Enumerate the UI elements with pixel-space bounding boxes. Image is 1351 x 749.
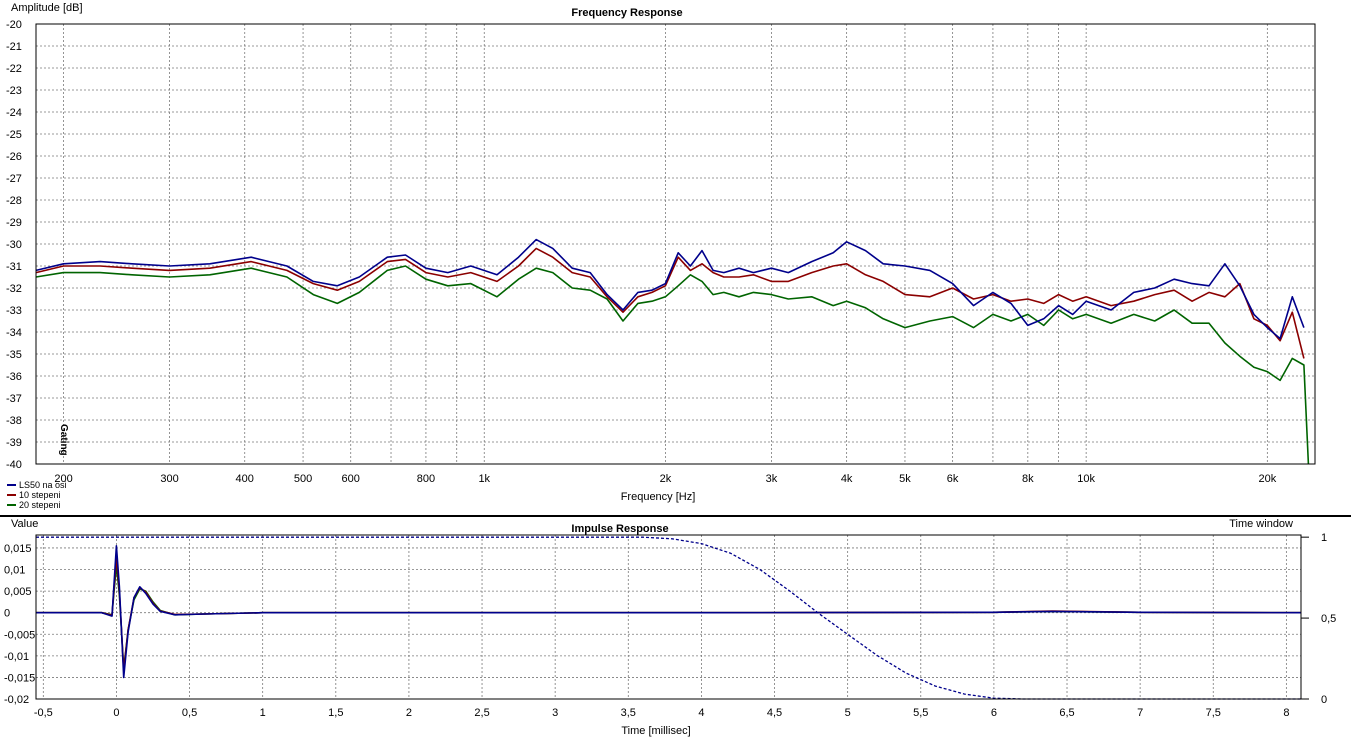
ir-x-ticks: -0,5 0 0,5 1 1,5 2 2,5 3 3,5 4 4,5 5 5,5 6 6,5 7 7,5 8 xyxy=(34,707,1290,719)
fr-y-tick-label: -39 xyxy=(6,437,22,449)
fr-y-tick-label: -26 xyxy=(6,151,22,163)
ir-x-tick-label: 7,5 xyxy=(1206,707,1221,719)
ir-series-time-window xyxy=(36,536,1301,700)
fr-y-ticks: -20 -21 -22 -23 -24 -25 -26 -27 -28 -29 -30 -31 -32 -… xyxy=(6,19,22,471)
fr-x-tick-label: 6k xyxy=(947,473,959,485)
ir-y-ticks: 0,015 0,01 0,005 0 -0,005 -0,01 -0,015 -0,02 xyxy=(4,543,35,706)
fr-y-tick-label: -24 xyxy=(6,107,22,119)
fr-y-tick-label: -25 xyxy=(6,129,22,141)
fr-x-axis-label: Frequency [Hz] xyxy=(621,491,696,503)
fr-y-tick-label: -30 xyxy=(6,239,22,251)
fr-plot-frame xyxy=(35,23,1316,465)
frequency-response-chart: Frequency Response Amplitude [dB] Freque… xyxy=(6,2,1316,510)
impulse-response-chart: Impulse Response Value Time window Time … xyxy=(4,518,1336,737)
legend-label-10-stepeni: 10 stepeni xyxy=(19,490,61,500)
fr-y-tick-label: -29 xyxy=(6,217,22,229)
ir-x-tick-label: 5,5 xyxy=(913,707,928,719)
fr-series-group xyxy=(35,238,1310,465)
ir-x-tick-label: 6,5 xyxy=(1059,707,1074,719)
ir-grid xyxy=(36,535,1301,699)
ir-y2-axis-label: Time window xyxy=(1229,518,1293,530)
ir-y2-tick-label: 0 xyxy=(1321,694,1327,706)
fr-x-tick-label: 5k xyxy=(899,473,911,485)
gating-marker-label: Gating xyxy=(58,424,69,456)
fr-x-tick-label: 800 xyxy=(417,473,435,485)
fr-x-ticks: 200 300 400 500 600 800 1k 2k 3k 4k 5k 6k 8k 10k 20k xyxy=(54,473,1276,485)
fr-x-tick-label: 10k xyxy=(1077,473,1095,485)
ir-y-axis-label: Value xyxy=(11,518,38,530)
ir-x-tick-label: 2,5 xyxy=(474,707,489,719)
fr-y-tick-label: -23 xyxy=(6,85,22,97)
ir-title: Impulse Response xyxy=(571,523,668,535)
ir-x-tick-label: -0,5 xyxy=(34,707,53,719)
fr-x-tick-label: 4k xyxy=(841,473,853,485)
legend-label-20-stepeni: 20 stepeni xyxy=(19,500,61,510)
fr-series-20-stepeni xyxy=(35,265,1310,465)
fr-y-tick-label: -22 xyxy=(6,63,22,75)
ir-y-tick-label: 0 xyxy=(4,608,10,620)
ir-x-tick-label: 0,5 xyxy=(182,707,197,719)
ir-y-tick-label: -0,015 xyxy=(4,672,35,684)
ir-y-tick-label: -0,01 xyxy=(4,651,29,663)
fr-y-tick-label: -32 xyxy=(6,283,22,295)
ir-x-tick-label: 7 xyxy=(1137,707,1143,719)
fr-y-tick-label: -36 xyxy=(6,371,22,383)
ir-y-tick-label: 0,005 xyxy=(4,586,32,598)
fr-x-tick-label: 400 xyxy=(236,473,254,485)
fr-y-tick-label: -20 xyxy=(6,19,22,31)
fr-y-tick-label: -31 xyxy=(6,261,22,273)
fr-x-tick-label: 3k xyxy=(766,473,778,485)
fr-y-tick-label: -38 xyxy=(6,415,22,427)
fr-y-tick-label: -27 xyxy=(6,173,22,185)
ir-y-tick-label: 0,01 xyxy=(4,565,25,577)
ir-y-tick-label: 0,015 xyxy=(4,543,32,555)
ir-series-group xyxy=(36,536,1302,700)
fr-x-tick-label: 2k xyxy=(660,473,672,485)
fr-y-tick-label: -33 xyxy=(6,305,22,317)
fr-y-axis-label: Amplitude [dB] xyxy=(11,2,83,14)
ir-x-axis-label: Time [millisec] xyxy=(621,725,690,737)
ir-y-tick-label: -0,02 xyxy=(4,694,29,706)
fr-x-tick-label: 300 xyxy=(160,473,178,485)
fr-x-tick-label: 1k xyxy=(478,473,490,485)
ir-y2-tick-label: 0,5 xyxy=(1321,613,1336,625)
ir-x-tick-label: 4 xyxy=(698,707,704,719)
ir-x-tick-label: 3,5 xyxy=(621,707,636,719)
ir-x-tick-label: 6 xyxy=(991,707,997,719)
fr-x-tick-label: 200 xyxy=(54,473,72,485)
fr-y-tick-label: -37 xyxy=(6,393,22,405)
ir-y2-tick-label: 1 xyxy=(1321,532,1327,544)
ir-y-tick-label: -0,005 xyxy=(4,629,35,641)
fr-y-tick-label: -35 xyxy=(6,349,22,361)
fr-x-tick-label: 8k xyxy=(1022,473,1034,485)
fr-x-tick-label: 20k xyxy=(1258,473,1276,485)
ir-x-tick-label: 1,5 xyxy=(328,707,343,719)
fr-y-tick-label: -40 xyxy=(6,459,22,471)
ir-series-ls50-na-osi xyxy=(36,544,1302,679)
ir-x-tick-label: 8 xyxy=(1283,707,1289,719)
ir-x-tick-label: 4,5 xyxy=(767,707,782,719)
ir-y2-ticks: 10,50 xyxy=(1301,532,1336,706)
fr-y-tick-label: -28 xyxy=(6,195,22,207)
ir-plot-frame xyxy=(35,534,1302,700)
fr-grid xyxy=(36,24,1315,464)
fr-y-tick-label: -34 xyxy=(6,327,22,339)
fr-x-tick-label: 600 xyxy=(342,473,360,485)
fr-title: Frequency Response xyxy=(571,7,682,19)
ir-x-tick-label: 2 xyxy=(406,707,412,719)
fr-series-10-stepeni xyxy=(35,247,1305,359)
ir-x-tick-label: 5 xyxy=(845,707,851,719)
fr-series-ls50-na-osi xyxy=(35,238,1305,340)
ir-x-tick-label: 0 xyxy=(113,707,119,719)
ir-series-20-stepeni xyxy=(36,564,1302,670)
legend-label-ls50-na-osi: LS50 na osi xyxy=(19,480,67,490)
ir-x-tick-label: 1 xyxy=(260,707,266,719)
ir-x-tick-label: 3 xyxy=(552,707,558,719)
fr-y-tick-label: -21 xyxy=(6,41,22,53)
fr-x-tick-label: 500 xyxy=(294,473,312,485)
